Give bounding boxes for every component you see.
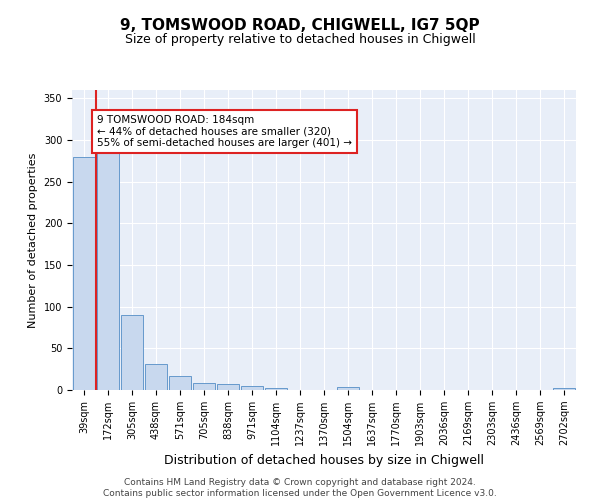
Bar: [241, 386, 263, 390]
Bar: [553, 388, 575, 390]
X-axis label: Distribution of detached houses by size in Chigwell: Distribution of detached houses by size …: [164, 454, 484, 466]
Y-axis label: Number of detached properties: Number of detached properties: [28, 152, 38, 328]
Text: 9 TOMSWOOD ROAD: 184sqm
← 44% of detached houses are smaller (320)
55% of semi-d: 9 TOMSWOOD ROAD: 184sqm ← 44% of detache…: [97, 115, 352, 148]
Bar: [121, 315, 143, 390]
Text: Size of property relative to detached houses in Chigwell: Size of property relative to detached ho…: [125, 32, 475, 46]
Bar: [97, 148, 119, 390]
Text: 9, TOMSWOOD ROAD, CHIGWELL, IG7 5QP: 9, TOMSWOOD ROAD, CHIGWELL, IG7 5QP: [120, 18, 480, 32]
Text: Contains HM Land Registry data © Crown copyright and database right 2024.
Contai: Contains HM Land Registry data © Crown c…: [103, 478, 497, 498]
Bar: [217, 384, 239, 390]
Bar: [73, 156, 95, 390]
Bar: [265, 388, 287, 390]
Bar: [145, 364, 167, 390]
Bar: [169, 376, 191, 390]
Bar: [193, 382, 215, 390]
Bar: [337, 386, 359, 390]
